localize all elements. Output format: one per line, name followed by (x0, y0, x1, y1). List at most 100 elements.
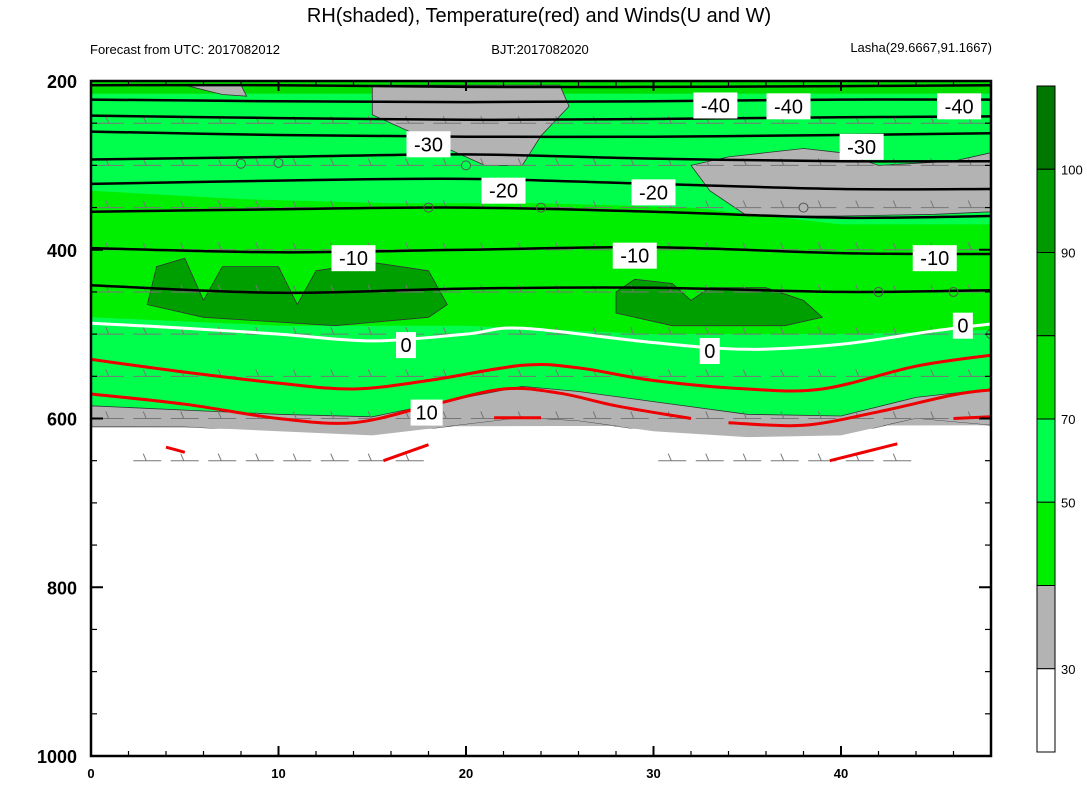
wind-barb-flag (367, 411, 372, 419)
contour-label: 0 (704, 341, 715, 363)
warm-isotherm-line-0 (91, 353, 991, 393)
isotherm-line-8 (91, 283, 991, 295)
wind-barb-flag (930, 200, 935, 208)
warm-isotherm-line-4 (382, 443, 429, 463)
wind-barb-flag (330, 453, 335, 461)
wind-barb-flag (292, 369, 297, 377)
isotherm-line-0 (91, 83, 991, 89)
contour-label: -40 (774, 96, 803, 118)
colorbar-label: 70 (1061, 412, 1075, 427)
wind-barb-flag (367, 369, 372, 377)
contour-label-box (952, 312, 973, 339)
wind-barb-flag (255, 369, 260, 377)
wind-barb-flag (217, 158, 222, 166)
contour-label-box (481, 177, 526, 204)
x-tick-label: 40 (834, 766, 848, 781)
calm-marker (461, 160, 471, 171)
wind-barb-flag (180, 411, 185, 419)
isotherm-line-1 (91, 98, 991, 104)
wind-barb-flag (967, 369, 972, 377)
contour-label: -10 (620, 246, 649, 268)
contour-label: -20 (489, 181, 518, 203)
colorbar-label: 90 (1061, 246, 1075, 261)
wind-barb-flag (330, 411, 335, 419)
wind-barb-flag (105, 200, 110, 208)
colorbar-segment (1036, 585, 1056, 670)
colorbar-segment (1036, 335, 1056, 420)
wind-barb-flag (705, 411, 710, 419)
wind-barb-flag (817, 453, 822, 461)
y-tick-label: 600 (47, 410, 77, 430)
wind-barb-flag (817, 369, 822, 377)
wind-barb-flag (780, 326, 785, 335)
wind-barb-flag (855, 369, 860, 377)
contour-label: 10 (416, 403, 438, 425)
isotherm-line-2 (91, 114, 991, 122)
wind-barb-flag (255, 242, 260, 250)
contour-label: -30 (414, 134, 443, 156)
colorbar-label: 100 (1061, 162, 1083, 177)
temperature-contours (91, 83, 991, 463)
wind-barb-flag (630, 369, 635, 377)
wind-barb-flag (142, 453, 147, 461)
contour-label: -40 (945, 96, 974, 118)
x-tick-label: 0 (87, 766, 94, 781)
wind-barb-flag (892, 200, 897, 208)
rh-gray-lower-fill (91, 417, 991, 438)
contour-label-box (331, 245, 376, 272)
x-tick-label: 30 (646, 766, 660, 781)
wind-barb-flag (180, 453, 185, 461)
wind-barb-flag (817, 242, 822, 250)
wind-barb-flag (405, 158, 410, 166)
colorbar: 30 50 70 90 100 (1036, 85, 1083, 753)
wind-barb-flag (367, 326, 372, 335)
x-tick-label: 20 (459, 766, 473, 781)
wind-barb-flag (855, 326, 860, 335)
contour-label-box (912, 245, 957, 272)
wind-barb-flag (480, 158, 485, 166)
contour-label: -10 (920, 248, 949, 270)
calm-marker (423, 202, 434, 213)
wind-barb-flag (292, 284, 297, 293)
colorbar-label: 50 (1061, 495, 1075, 510)
wind-barb-flag (292, 411, 297, 419)
wind-barb-flag (442, 326, 447, 335)
wind-barb-flag (780, 411, 785, 419)
contour-label-box (410, 399, 443, 426)
wind-barb-flag (142, 369, 147, 377)
below-ground (91, 428, 991, 756)
contour-label-box (612, 242, 657, 269)
y-tick-label: 200 (47, 72, 77, 92)
wind-barb-flag (892, 242, 897, 250)
rh-90-100-region-0 (146, 257, 448, 327)
colorbar-label: 30 (1061, 662, 1075, 677)
isotherm-line-7 (91, 245, 991, 256)
y-tick-label: 800 (47, 578, 77, 598)
wind-barb-flag (705, 200, 710, 208)
station-label: Lasha(29.6667,91.1667) (850, 40, 992, 55)
wind-barb-flag (142, 200, 147, 208)
colorbar-segment (1036, 418, 1056, 503)
wind-barb-flag (930, 411, 935, 419)
wind-barb-flag (405, 369, 410, 377)
wind-barb-flag (255, 158, 260, 166)
wind-barb-flag (105, 115, 110, 124)
wind-barb-flag (367, 453, 372, 461)
wind-barb-flag (480, 200, 485, 208)
wind-barb-flag (217, 411, 222, 419)
contour-label: -30 (847, 137, 876, 159)
colorbar-segment (1036, 668, 1056, 753)
wind-barb-flag (255, 200, 260, 208)
colorbar-segment (1036, 501, 1056, 586)
wind-barb-flag (555, 158, 560, 166)
wind-barb-flag (742, 453, 747, 461)
isotherm-line-6 (91, 206, 991, 220)
wind-barb-flag (330, 158, 335, 166)
forecast-time-label: Forecast from UTC: 2017082012 (90, 42, 280, 57)
calm-marker (536, 202, 546, 213)
wind-barb-flag (705, 326, 710, 335)
wind-barb-flag (180, 158, 185, 166)
wind-barb-flag (330, 284, 335, 293)
wind-barb-flag (555, 411, 560, 419)
